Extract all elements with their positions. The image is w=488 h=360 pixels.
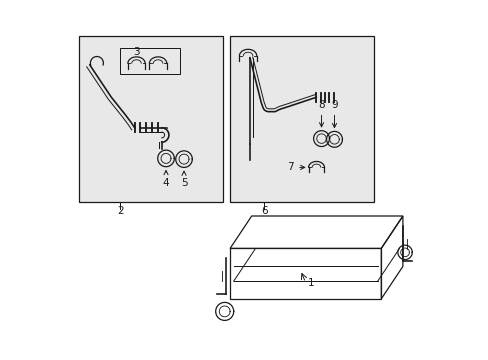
Text: 1: 1 [307,278,314,288]
Text: 3: 3 [133,47,140,57]
Bar [79,36,223,202]
Text: 8: 8 [318,100,324,127]
Text: 9: 9 [330,100,337,127]
Text: 2: 2 [117,206,123,216]
Text: 4: 4 [163,171,169,188]
Text: 5: 5 [181,171,187,188]
Bar [120,48,179,74]
Text: 7: 7 [287,162,304,172]
Bar [230,36,373,202]
Text: 6: 6 [261,206,267,216]
